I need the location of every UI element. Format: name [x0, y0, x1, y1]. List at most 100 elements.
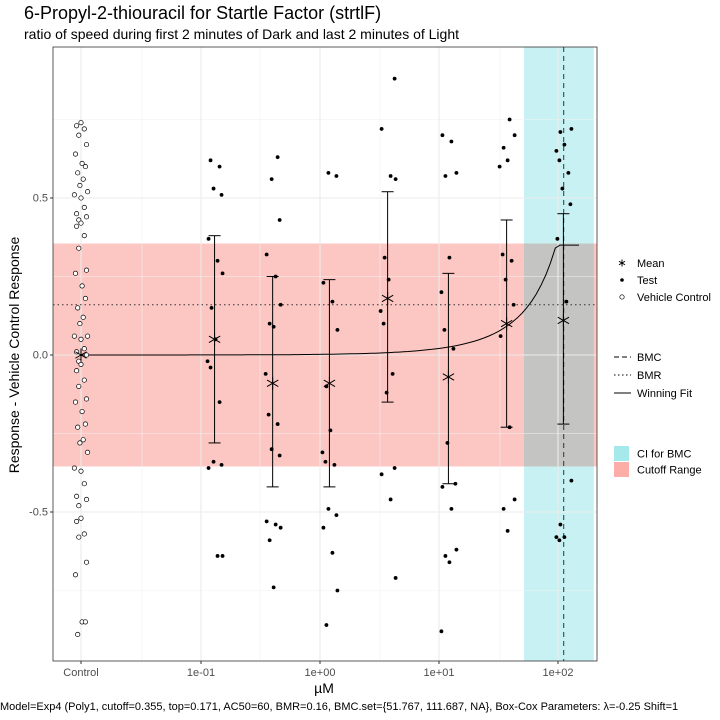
test-point [205, 359, 210, 364]
y-tick-label: -0.5 [29, 507, 48, 519]
test-point [505, 158, 510, 163]
test-point [454, 547, 459, 552]
test-point [217, 164, 222, 169]
vehicle-control-point [71, 333, 77, 339]
vehicle-control-point [81, 531, 87, 537]
mean-marker [75, 348, 87, 362]
test-point [219, 463, 224, 467]
test-point [215, 554, 220, 558]
test-point [439, 629, 444, 634]
vehicle-control-point [80, 314, 86, 320]
mean-marker [500, 219, 513, 428]
test-point [569, 127, 574, 131]
vehicle-control-point [83, 352, 90, 358]
mean-marker [381, 191, 394, 403]
test-point [390, 371, 395, 376]
test-point [381, 321, 386, 326]
test-point [267, 321, 272, 326]
test-point [500, 252, 505, 257]
legend-key-test [620, 278, 624, 282]
test-point [220, 554, 225, 558]
test-point [453, 481, 458, 486]
panel-border [52, 46, 598, 662]
vehicle-control-point [78, 361, 84, 367]
vehicle-control-point [76, 534, 82, 540]
test-point [326, 506, 331, 511]
test-point [439, 290, 444, 295]
test-point [501, 145, 506, 150]
vehicle-control-point [85, 449, 91, 455]
vehicle-control-point [77, 440, 83, 446]
test-point [447, 255, 452, 260]
test-point [498, 334, 503, 339]
x-tick-label: Control [63, 667, 98, 679]
chart-subtitle: ratio of speed during first 2 minutes of… [24, 26, 460, 42]
x-tick-label: 1e+01 [424, 667, 455, 679]
vehicle-control-point [82, 421, 88, 427]
test-point [219, 192, 224, 197]
winning-fit-curve [81, 244, 579, 356]
test-point [217, 400, 222, 404]
test-point [562, 535, 567, 540]
test-point [324, 623, 329, 627]
test-point [509, 258, 514, 263]
vehicle-control-point [76, 245, 82, 251]
vehicle-control-point [76, 503, 82, 509]
test-point [275, 422, 280, 426]
vehicle-control-point [79, 283, 85, 289]
vehicle-control-point [83, 267, 90, 273]
test-point [379, 472, 384, 477]
test-point [330, 299, 335, 304]
legend-label: Vehicle Control [637, 292, 711, 304]
test-point [330, 550, 335, 555]
vehicle-control-point [80, 437, 86, 443]
test-point [378, 309, 383, 313]
vehicle-control-point [75, 305, 81, 311]
vehicle-control-point [74, 123, 80, 129]
test-point [557, 538, 562, 543]
vehicle-control-point [78, 120, 84, 126]
test-point [566, 170, 571, 175]
test-point [264, 519, 269, 524]
test-point [560, 186, 565, 191]
vehicle-control-point [72, 151, 79, 157]
mean-marker [266, 276, 279, 488]
test-point [392, 466, 397, 470]
test-point [568, 202, 573, 207]
vehicle-control-point [79, 408, 85, 415]
y-tick-label: 0.0 [33, 350, 48, 362]
vehicle-control-point [77, 321, 83, 327]
vehicle-control-point [74, 518, 80, 524]
test-point [454, 170, 459, 175]
test-point [555, 236, 560, 241]
test-point [266, 412, 271, 417]
test-point [557, 158, 562, 163]
vehicle-control-point [72, 270, 79, 276]
test-point [209, 306, 214, 310]
test-point [449, 506, 454, 511]
vehicle-control-point [72, 399, 79, 405]
vehicle-control-point [74, 493, 80, 499]
x-tick-label: 1e+00 [305, 667, 336, 679]
test-point [263, 371, 268, 376]
axis-ticks: -0.5 0.0 0.5 Control 1e-01 1e+00 1e+01 1e+02 [29, 193, 573, 680]
test-point [511, 302, 516, 307]
vehicle-control-point [83, 496, 90, 502]
test-point [271, 585, 276, 590]
test-point [326, 170, 331, 175]
test-point [554, 149, 559, 153]
test-point [382, 255, 387, 260]
vehicle-control-point [81, 233, 87, 239]
test-point [505, 528, 510, 533]
x-tick-label: 1e+02 [543, 667, 574, 679]
vehicle-control-point [81, 377, 87, 383]
vehicle-control-point [83, 396, 90, 402]
vehicle-control-point [81, 346, 87, 352]
y-axis-label: Response - Vehicle Control Response [6, 236, 22, 473]
test-point [208, 365, 213, 370]
chart-caption: Model=Exp4 (Poly1, cutoff=0.355, top=0.1… [0, 701, 679, 713]
legend-key-mean [618, 259, 626, 267]
vehicle-control-point [83, 142, 90, 148]
mean-marker [208, 235, 221, 444]
test-point [440, 484, 445, 489]
